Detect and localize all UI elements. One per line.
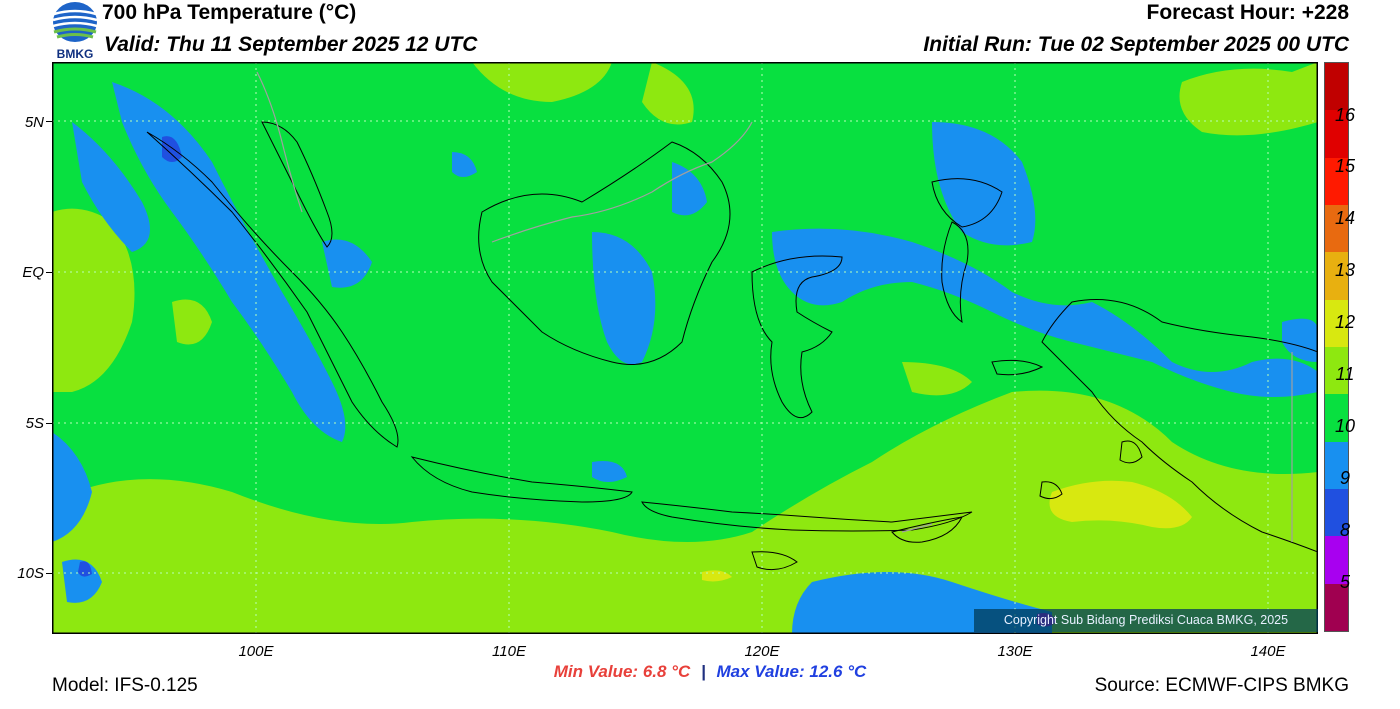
colorbar-segment — [1325, 252, 1348, 300]
field-9-10 — [52, 82, 1318, 634]
colorbar-label-11: 11 — [1335, 364, 1355, 384]
lon-tick-100e: 100E — [238, 643, 274, 660]
coastlines — [146, 121, 1318, 571]
lat-tick-mark — [46, 272, 52, 273]
colorbar-segment — [1325, 63, 1348, 111]
colorbar-label-9: 9 — [1339, 468, 1350, 488]
colorbar-label-8: 8 — [1339, 520, 1350, 540]
bmkg-logo: BMKG — [52, 2, 98, 60]
lon-tick-140e: 140E — [1250, 643, 1286, 660]
lat-tick-10s: 10S — [17, 565, 44, 582]
source-label: Source: ECMWF-CIPS BMKG — [1094, 675, 1349, 696]
min-value: Min Value: 6.8 °C — [553, 662, 691, 681]
lat-tick-5n: 5N — [24, 114, 44, 131]
colorbar-label-13: 13 — [1334, 260, 1356, 280]
colorbar-segment — [1325, 157, 1348, 205]
colorbar-label-16: 16 — [1334, 105, 1356, 125]
colorbar-segment — [1325, 488, 1348, 537]
colorbar-segment — [1325, 346, 1348, 395]
value-separator: | — [700, 662, 706, 681]
lat-tick-mark — [46, 423, 52, 424]
lon-tick-110e: 110E — [492, 643, 526, 660]
colorbar-label-5: 5 — [1339, 572, 1350, 592]
copyright-notice: Copyright Sub Bidang Prediksi Cuaca BMKG… — [974, 609, 1318, 632]
lat-tick-eq: EQ — [22, 264, 44, 281]
logo-text: BMKG — [57, 47, 94, 60]
min-max-values: Min Value: 6.8 °C | Max Value: 12.6 °C — [400, 662, 1020, 682]
map-frame — [52, 62, 1318, 634]
lat-tick-5s: 5S — [25, 415, 44, 432]
colorbar — [1324, 62, 1349, 632]
colorbar-segment — [1325, 394, 1348, 442]
gridlines — [52, 62, 1318, 634]
lat-tick-mark — [46, 573, 52, 574]
borders — [256, 71, 1293, 542]
colorbar-segment — [1325, 583, 1348, 631]
lat-tick-mark — [46, 121, 52, 122]
colorbar-label-15: 15 — [1334, 156, 1356, 176]
colorbar-label-14: 14 — [1334, 208, 1356, 228]
colorbar-segment — [1325, 204, 1348, 253]
model-label: Model: IFS-0.125 — [52, 675, 198, 696]
initial-run: Initial Run: Tue 02 September 2025 00 UT… — [923, 33, 1349, 56]
chart-title: 700 hPa Temperature (°C) — [102, 1, 357, 24]
colorbar-label-12: 12 — [1334, 312, 1356, 332]
temperature-map — [52, 62, 1318, 634]
colorbar-segment — [1325, 299, 1348, 347]
max-value: Max Value: 12.6 °C — [716, 662, 867, 681]
valid-time: Valid: Thu 11 September 2025 12 UTC — [104, 33, 478, 56]
forecast-hour: Forecast Hour: +228 — [1146, 1, 1350, 24]
colorbar-segment — [1325, 536, 1348, 584]
lon-tick-120e: 120E — [744, 643, 780, 660]
colorbar-label-10: 10 — [1334, 416, 1356, 436]
colorbar-segment — [1325, 441, 1348, 489]
colorbar-segment — [1325, 110, 1348, 158]
lon-tick-130e: 130E — [997, 643, 1033, 660]
